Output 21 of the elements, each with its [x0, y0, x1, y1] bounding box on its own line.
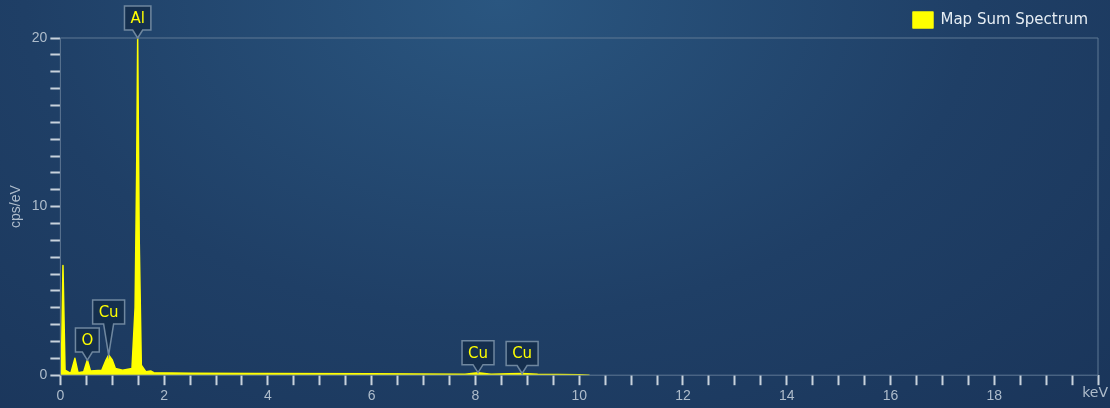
- x-tick-label: 12: [675, 387, 691, 404]
- x-tick-label: 14: [778, 387, 795, 404]
- x-tick-label: 10: [571, 387, 588, 404]
- x-tick-label: 8: [471, 387, 480, 404]
- annotation: Cu: [512, 344, 533, 363]
- x-tick-label: 18: [986, 387, 1003, 404]
- x-tick-label: 4: [264, 387, 272, 404]
- legend-label: Map Sum Spectrum: [940, 9, 1089, 28]
- annotation: Cu: [98, 302, 119, 321]
- y-tick-label: 20: [31, 28, 48, 45]
- x-tick-label: 0: [56, 387, 65, 404]
- x-tick-label: 16: [882, 387, 899, 404]
- y-axis-title: cps/eV: [7, 184, 24, 229]
- y-tick-label: 0: [39, 366, 48, 383]
- annotation: O: [81, 330, 94, 349]
- y-tick-label: 10: [31, 197, 48, 214]
- annotation: Cu: [468, 343, 489, 362]
- annotation: Al: [130, 8, 145, 27]
- x-tick-label: 2: [160, 387, 169, 404]
- x-axis-title: keV: [1082, 383, 1109, 400]
- x-tick-label: 6: [367, 387, 376, 404]
